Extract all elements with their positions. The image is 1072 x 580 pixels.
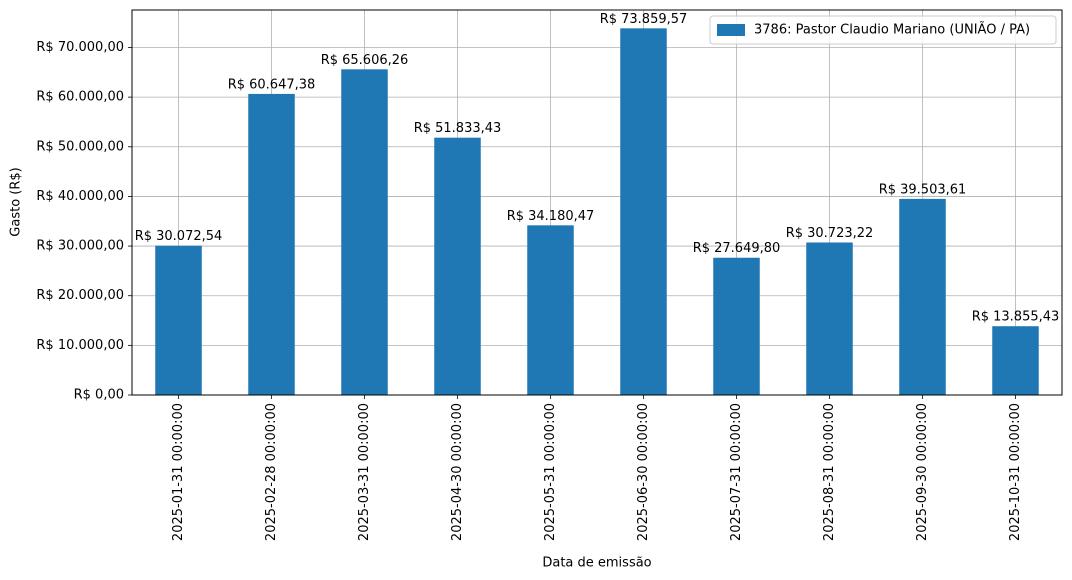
x-tick-label: 2025-05-31 00:00:00 bbox=[543, 403, 558, 541]
bar bbox=[992, 326, 1039, 395]
y-tick-label: R$ 70.000,00 bbox=[36, 40, 124, 55]
plot-frame bbox=[131, 9, 1063, 396]
bar bbox=[434, 137, 481, 395]
x-tick-label: 2025-08-31 00:00:00 bbox=[822, 403, 837, 541]
y-tick-label: R$ 30.000,00 bbox=[36, 239, 124, 254]
x-tick-label: 2025-07-31 00:00:00 bbox=[729, 403, 744, 541]
x-tick-label: 2025-01-31 00:00:00 bbox=[171, 403, 186, 541]
x-axis-label: Data de emissão bbox=[542, 556, 651, 571]
x-tick-label: 2025-04-30 00:00:00 bbox=[450, 403, 465, 541]
bar bbox=[155, 245, 202, 395]
bar bbox=[527, 225, 574, 395]
value-label: R$ 39.503,61 bbox=[879, 182, 967, 197]
value-label: R$ 65.606,26 bbox=[321, 53, 409, 68]
bar bbox=[341, 69, 388, 395]
x-tick-label: 2025-06-30 00:00:00 bbox=[636, 403, 651, 541]
x-tick-label: 2025-02-28 00:00:00 bbox=[264, 403, 279, 541]
value-label: R$ 51.833,43 bbox=[414, 121, 502, 136]
legend-swatch bbox=[717, 24, 745, 36]
bar bbox=[713, 257, 760, 395]
value-label: R$ 30.072,54 bbox=[135, 229, 223, 244]
y-tick-label: R$ 10.000,00 bbox=[36, 338, 124, 353]
y-tick-label: R$ 0,00 bbox=[74, 388, 124, 403]
bar bbox=[620, 28, 667, 395]
legend-label: 3786: Pastor Claudio Mariano (UNIÃO / PA… bbox=[754, 22, 1030, 38]
value-label: R$ 30.723,22 bbox=[786, 226, 874, 241]
x-tick-label: 2025-10-31 00:00:00 bbox=[1008, 403, 1023, 541]
y-axis-label: Gasto (R$) bbox=[9, 167, 24, 236]
value-label: R$ 60.647,38 bbox=[228, 77, 316, 92]
legend-box bbox=[709, 15, 1057, 45]
x-tick-label: 2025-03-31 00:00:00 bbox=[357, 403, 372, 541]
y-tick-label: R$ 40.000,00 bbox=[36, 189, 124, 204]
y-tick-label: R$ 50.000,00 bbox=[36, 139, 124, 154]
bar bbox=[806, 242, 853, 395]
bar bbox=[899, 198, 946, 395]
y-tick-label: R$ 20.000,00 bbox=[36, 288, 124, 303]
value-label: R$ 27.649,80 bbox=[693, 241, 781, 256]
bar bbox=[248, 93, 295, 395]
x-tick-label: 2025-09-30 00:00:00 bbox=[915, 403, 930, 541]
value-label: R$ 34.180,47 bbox=[507, 209, 595, 224]
y-tick-label: R$ 60.000,00 bbox=[36, 90, 124, 105]
value-label: R$ 73.859,57 bbox=[600, 12, 688, 27]
value-label: R$ 13.855,43 bbox=[972, 310, 1060, 325]
